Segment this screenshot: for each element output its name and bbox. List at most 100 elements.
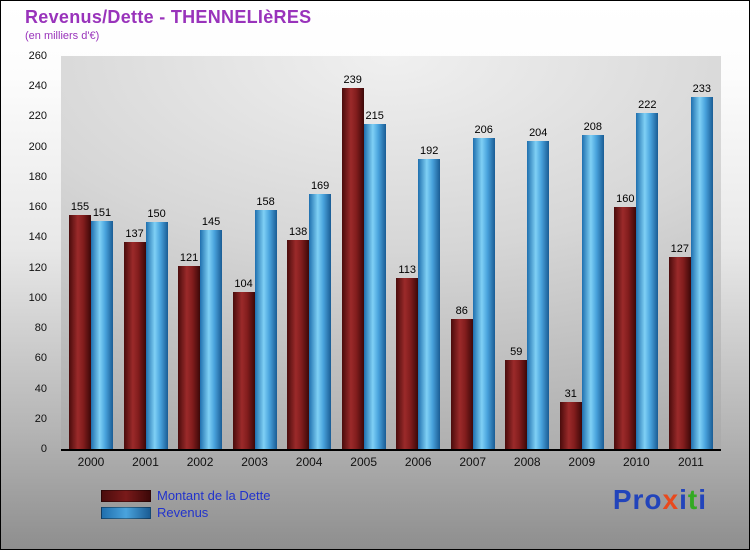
bar-value-label: 150 [147,208,166,221]
bar-value-label: 222 [638,99,657,112]
bar-value-label: 138 [288,226,308,239]
bar-wrap: 206 [472,56,495,449]
bar-value-label: 208 [583,120,602,133]
bar-wrap: 204 [527,56,550,449]
bar-value-label: 169 [310,179,330,192]
bar-dette-2006 [396,278,419,449]
bar-value-label: 59 [510,345,523,358]
bar-value-label: 192 [420,144,439,157]
x-axis: 2000 2001 2002 2003 2004 2005 2006 2007 2008 2009… [61,455,721,469]
bar-revenus-2003 [254,210,277,449]
bar-wrap: 160 [614,56,637,449]
bar-value-label: 215 [365,110,384,123]
bar-group: 127 233 [668,56,713,449]
bar-wrap: 239 [341,56,364,449]
bar-group: 59 204 [505,56,550,449]
logo-letter: r [632,484,645,515]
bar-revenus-2007 [472,137,495,449]
y-tick-label: 20 [34,412,47,425]
y-tick-label: 60 [34,352,47,365]
x-tick-label: 2011 [677,455,704,469]
x-tick-label: 2006 [404,455,432,469]
bar-wrap: 138 [287,56,310,449]
x-tick-label: 2008 [513,455,541,469]
logo-letter: i [679,484,688,515]
y-tick-label: 80 [34,322,47,335]
bar-dette-2003 [232,291,255,449]
bar-revenus-2011 [690,96,713,449]
bar-group: 104 158 [232,56,277,449]
y-tick-label: 160 [28,201,47,214]
legend-label-dette: Montant de la Dette [157,488,271,503]
bar-revenus-2008 [527,140,550,449]
bar-dette-2009 [559,402,582,449]
legend-label-revenus: Revenus [157,505,209,520]
bar-value-label: 137 [125,227,144,240]
x-tick-label: 2010 [622,455,650,469]
legend-swatch-dette [101,489,151,502]
x-tick-label: 2002 [186,455,214,469]
bar-wrap: 121 [178,56,201,449]
y-tick-label: 120 [28,261,47,274]
bar-value-label: 160 [616,193,635,206]
bar-revenus-2010 [636,113,659,449]
proxiti-logo: Proxiti [613,484,707,516]
y-tick-label: 240 [28,80,47,93]
bar-value-label: 158 [256,196,275,209]
bar-value-label: 145 [201,215,221,228]
legend-item-revenus: Revenus [101,505,270,520]
logo-letter: t [687,484,699,515]
x-tick-label: 2000 [77,455,105,469]
y-tick-label: 180 [28,170,47,183]
bar-revenus-2002 [200,229,223,449]
bar-wrap: 145 [200,56,223,449]
x-tick-label: 2001 [132,455,159,469]
bar-dette-2008 [505,359,528,449]
bar-revenus-2006 [418,158,441,449]
y-tick-label: 0 [40,443,47,455]
bars-layer: 155 151 137 150 121 145 104 158 138 169 239 215 113 1… [61,56,721,449]
y-tick-label: 100 [28,291,47,304]
bar-group: 86 206 [450,56,495,449]
bar-dette-2010 [614,207,637,449]
bar-revenus-2000 [91,220,113,449]
bar-group: 137 150 [123,56,168,449]
x-tick-label: 2005 [350,455,377,469]
bar-revenus-2001 [145,222,168,449]
bar-value-label: 121 [179,252,199,265]
bar-wrap: 127 [668,56,691,449]
y-tick-label: 220 [28,110,47,123]
bar-wrap: 86 [450,56,473,449]
chart-title: Revenus/Dette - THENNELIèRES [25,7,312,27]
bar-value-label: 206 [474,123,493,136]
bar-wrap: 31 [559,56,582,449]
bar-value-label: 31 [564,388,577,401]
bar-group: 155 151 [69,56,113,449]
bar-value-label: 155 [70,200,90,213]
bar-wrap: 222 [636,56,659,449]
bar-group: 113 192 [396,56,441,449]
x-tick-label: 2004 [295,455,323,469]
legend-swatch-revenus [101,506,151,519]
bar-wrap: 113 [396,56,419,449]
y-tick-label: 260 [28,50,47,62]
bar-value-label: 127 [670,243,690,256]
bar-group: 160 222 [614,56,659,449]
bar-wrap: 150 [145,56,168,449]
bar-group: 239 215 [341,56,386,449]
bar-value-label: 204 [529,126,548,139]
chart-subtitle: (en milliers d'€) [25,30,100,42]
bar-value-label: 151 [92,206,112,219]
bar-value-label: 86 [455,305,468,318]
bar-wrap: 151 [91,56,113,449]
y-axis: 0 20 40 60 80 100 120 140 160 180 200 220 240 260 [1,50,55,455]
x-tick-label: 2007 [459,455,487,469]
bar-group: 31 208 [559,56,604,449]
bar-dette-2001 [123,241,146,449]
bar-wrap: 208 [581,56,604,449]
bar-wrap: 155 [69,56,91,449]
bar-group: 121 145 [178,56,223,449]
bar-value-label: 233 [692,82,712,95]
x-tick-label: 2003 [241,455,268,469]
y-tick-label: 200 [28,140,47,153]
